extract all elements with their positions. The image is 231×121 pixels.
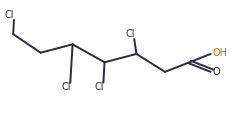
Text: Cl: Cl [94,82,103,92]
Text: O: O [212,68,219,77]
Text: Cl: Cl [61,82,70,92]
Text: Cl: Cl [125,29,134,39]
Text: OH: OH [212,48,227,58]
Text: Cl: Cl [5,10,14,20]
